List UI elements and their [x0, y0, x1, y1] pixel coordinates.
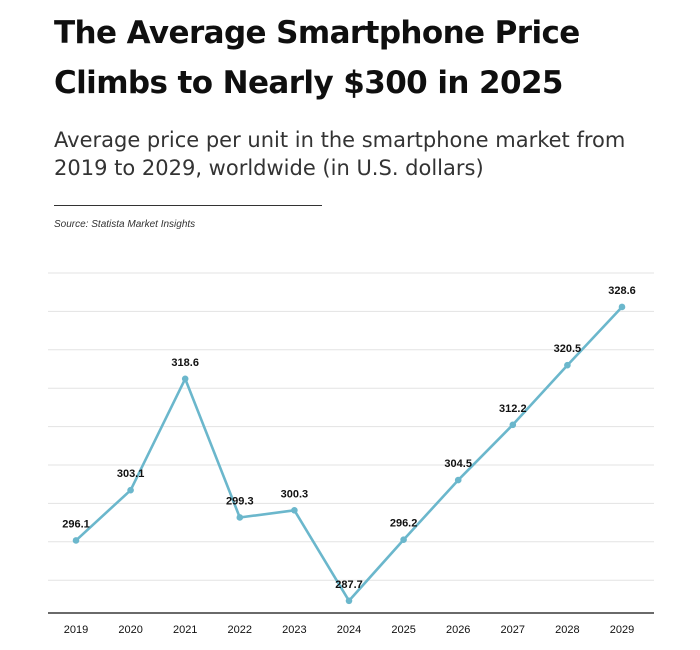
data-label: 287.7: [335, 579, 363, 591]
data-point: [618, 303, 626, 311]
source-note: Source: Statista Market Insights: [54, 219, 196, 230]
data-point: [291, 506, 298, 514]
x-tick-label: 2019: [64, 624, 88, 636]
divider-rule: [54, 205, 322, 206]
data-point: [509, 421, 517, 429]
x-tick-label: 2025: [391, 624, 415, 636]
chart-title: The Average Smartphone Price Climbs to N…: [54, 15, 580, 101]
data-point: [345, 597, 353, 605]
data-label: 320.5: [554, 343, 582, 355]
x-tick-label: 2028: [555, 624, 579, 636]
data-label: 296.1: [62, 518, 90, 530]
data-point: [400, 536, 407, 544]
x-tick-label: 2023: [282, 624, 306, 636]
data-point: [72, 537, 80, 544]
data-label: 318.6: [171, 357, 199, 369]
data-label: 328.6: [608, 285, 636, 297]
data-point: [454, 476, 462, 484]
x-tick-label: 2020: [118, 624, 142, 636]
x-tick-label: 2027: [501, 624, 525, 636]
x-tick-label: 2022: [228, 624, 252, 636]
data-label: 300.3: [281, 488, 309, 500]
series-line: [75, 306, 623, 603]
data-label: 299.3: [226, 495, 254, 507]
x-tick-label: 2026: [446, 624, 470, 636]
chart-subtitle: Average price per unit in the smartphone…: [54, 128, 626, 180]
x-tick-label: 2029: [610, 624, 634, 636]
data-label: 296.2: [390, 518, 418, 530]
data-label: 303.1: [117, 468, 145, 480]
data-label: 312.2: [499, 403, 527, 415]
data-point: [127, 486, 134, 494]
data-point: [236, 514, 244, 521]
data-label: 304.5: [444, 458, 472, 470]
data-point: [181, 375, 189, 383]
x-tick-label: 2021: [173, 624, 197, 636]
data-point: [564, 361, 571, 369]
x-tick-label: 2024: [337, 624, 361, 636]
